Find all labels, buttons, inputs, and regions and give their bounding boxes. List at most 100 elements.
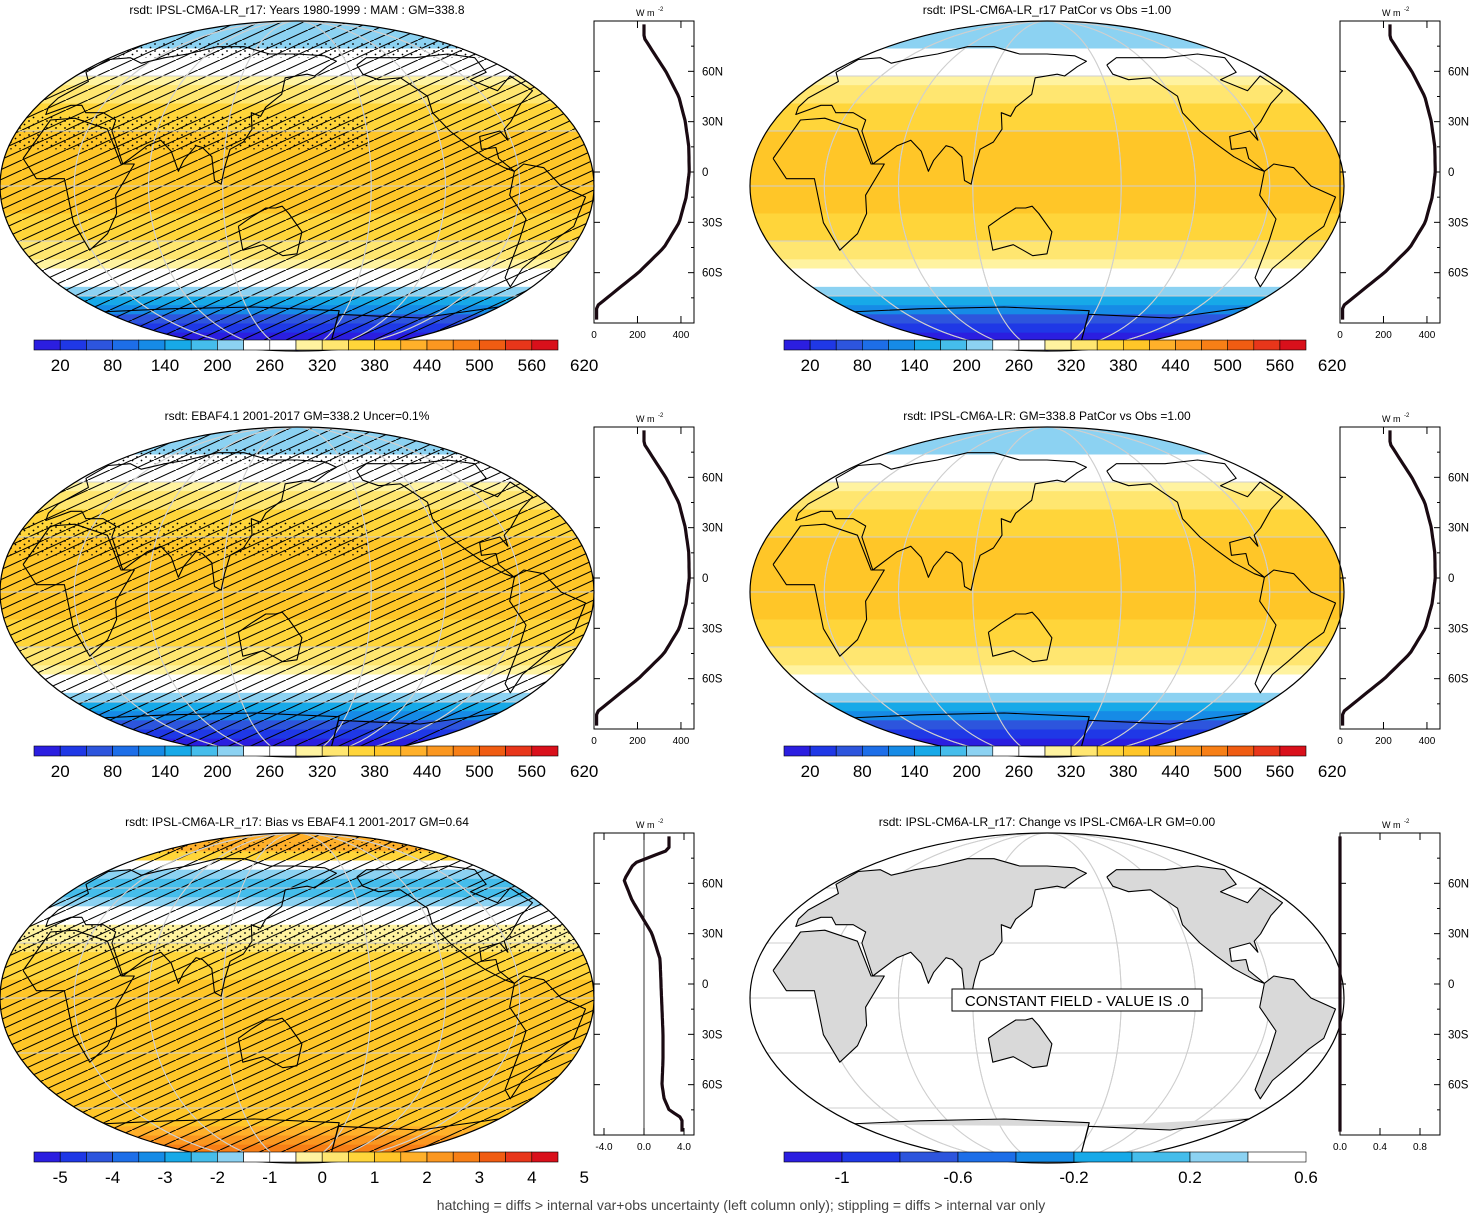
- lat-band: [750, 943, 1344, 953]
- lat-band: [750, 738, 1344, 749]
- lat-band: [750, 665, 1344, 676]
- lat-band: [750, 1080, 1344, 1091]
- colorbar-tick-label: -1: [834, 1168, 849, 1187]
- colorbar-segment: [295, 1151, 323, 1163]
- lat-band: [750, 427, 1344, 437]
- lat-band: [750, 482, 1344, 492]
- lat-band: [750, 860, 1344, 871]
- lat-band: [750, 195, 1344, 205]
- colorbar-tick-label: 80: [103, 356, 122, 375]
- colorbar-segment: [1018, 745, 1046, 757]
- colorbar-segment: [888, 339, 915, 351]
- colorbar-tick-label: 140: [900, 762, 928, 781]
- lat-band: [750, 924, 1344, 935]
- colorbar-segment: [374, 745, 402, 757]
- zonal-panel: 60N 30N 0 30S 60S -4.0 0.0 4.0 W m -2: [593, 819, 723, 1153]
- colorbar-segment: [164, 745, 192, 757]
- colorbar-segment: [374, 339, 402, 351]
- lat-tick-label: 60N: [702, 66, 723, 78]
- zonal-mean-line: [1341, 24, 1437, 320]
- colorbar-tick-label: 440: [413, 762, 441, 781]
- colorbar-segment: [1175, 745, 1202, 757]
- colorbar-segment: [452, 1151, 480, 1163]
- annotation-box: [951, 988, 1203, 1012]
- lat-band: [750, 121, 1344, 132]
- stipple-overlay: [0, 449, 594, 464]
- colorbar-segment: [426, 339, 454, 351]
- x-tick-label: 400: [673, 330, 690, 341]
- colorbar-segment: [1149, 745, 1176, 757]
- colorbar-tick-label: 20: [51, 762, 70, 781]
- colorbar-tick-label: 200: [953, 762, 981, 781]
- zonal-frame: [1339, 20, 1441, 324]
- constant-field-annotation: CONSTANT FIELD - VALUE IS .0: [951, 988, 1203, 1012]
- colorbar-tick-label: 440: [1161, 762, 1189, 781]
- colorbar-tick-label: 80: [853, 356, 872, 375]
- lat-band: [750, 674, 1344, 685]
- zonal-frame: [1339, 426, 1441, 730]
- x-tick-label: 0.0: [637, 1142, 651, 1153]
- colorbar-tick-label: 20: [51, 356, 70, 375]
- lat-band: [750, 1071, 1344, 1082]
- lat-band: [750, 729, 1344, 740]
- lat-band: [750, 186, 1344, 196]
- x-tick-label: 0.8: [1413, 1142, 1427, 1153]
- coastline-northamerica: [1106, 459, 1284, 578]
- panel-r1c2: rsdt: IPSL-CM6A-LR_r17 PatCor vs Obs =1.…: [749, 3, 1469, 375]
- lat-band: [750, 1144, 1344, 1155]
- colorbar-segment: [783, 745, 811, 757]
- map-field: [0, 427, 594, 757]
- lat-tick-label: 30S: [702, 1029, 723, 1041]
- x-tick-label: 0: [591, 736, 597, 747]
- lat-tick-label: 60S: [1448, 268, 1469, 280]
- lat-band: [750, 277, 1344, 288]
- colorbar-segment: [400, 339, 428, 351]
- coastline-eurasia: [45, 858, 337, 997]
- colorbar-tick-label: 5: [579, 1168, 588, 1187]
- lat-band: [750, 582, 1344, 593]
- lat-band: [750, 149, 1344, 160]
- lat-tick-label: 60S: [702, 1080, 723, 1092]
- colorbar-tick-label: -0.6: [943, 1168, 972, 1187]
- lat-band: [750, 94, 1344, 105]
- lat-band: [750, 702, 1344, 712]
- lat-band: [750, 647, 1344, 657]
- panel-title: rsdt: IPSL-CM6A-LR_r17: Change vs IPSL-C…: [879, 815, 1216, 829]
- colorbar-tick-label: 500: [465, 762, 493, 781]
- lat-tick-label: 30N: [702, 929, 723, 941]
- stipple-overlay: [0, 43, 594, 58]
- colorbar-tick-label: 2: [422, 1168, 431, 1187]
- colorbar-tick-label: 20: [801, 356, 820, 375]
- lat-band: [750, 888, 1344, 898]
- coastline-australia: [237, 611, 303, 663]
- lat-band: [750, 961, 1344, 972]
- lat-band: [750, 619, 1344, 630]
- stipple-overlay: [0, 116, 369, 150]
- colorbar-segment: [86, 745, 113, 757]
- colorbar-segment: [479, 339, 506, 351]
- lat-band: [750, 573, 1344, 584]
- lat-tick-label: 0: [1448, 979, 1454, 991]
- colorbar-segment: [33, 1151, 61, 1163]
- zonal-mean-line: [622, 836, 684, 1132]
- coastline-australia: [237, 1017, 303, 1069]
- stipple-overlay: [0, 522, 369, 556]
- coastline-eurasia: [45, 46, 337, 185]
- colorbar-segment: [479, 745, 506, 757]
- colorbar-segment: [1201, 745, 1228, 757]
- map-outline: [749, 426, 1345, 758]
- colorbar-tick-label: 0.6: [1294, 1168, 1318, 1187]
- zonal-panel: 60N 30N 0 30S 60S 0 200 400 W m -2: [591, 7, 723, 341]
- lat-band: [750, 897, 1344, 907]
- lat-band: [750, 1089, 1344, 1100]
- lat-band: [750, 683, 1344, 694]
- lat-tick-label: 30N: [702, 523, 723, 535]
- x-tick-label: 0.0: [1333, 1142, 1347, 1153]
- colorbar-segment: [112, 745, 140, 757]
- lat-band: [750, 21, 1344, 31]
- colorbar-tick-label: -0.2: [1059, 1168, 1088, 1187]
- lat-band: [750, 692, 1344, 703]
- lat-tick-label: 0: [702, 167, 708, 179]
- lat-band: [750, 491, 1344, 501]
- colorbar-tick-label: 560: [518, 356, 546, 375]
